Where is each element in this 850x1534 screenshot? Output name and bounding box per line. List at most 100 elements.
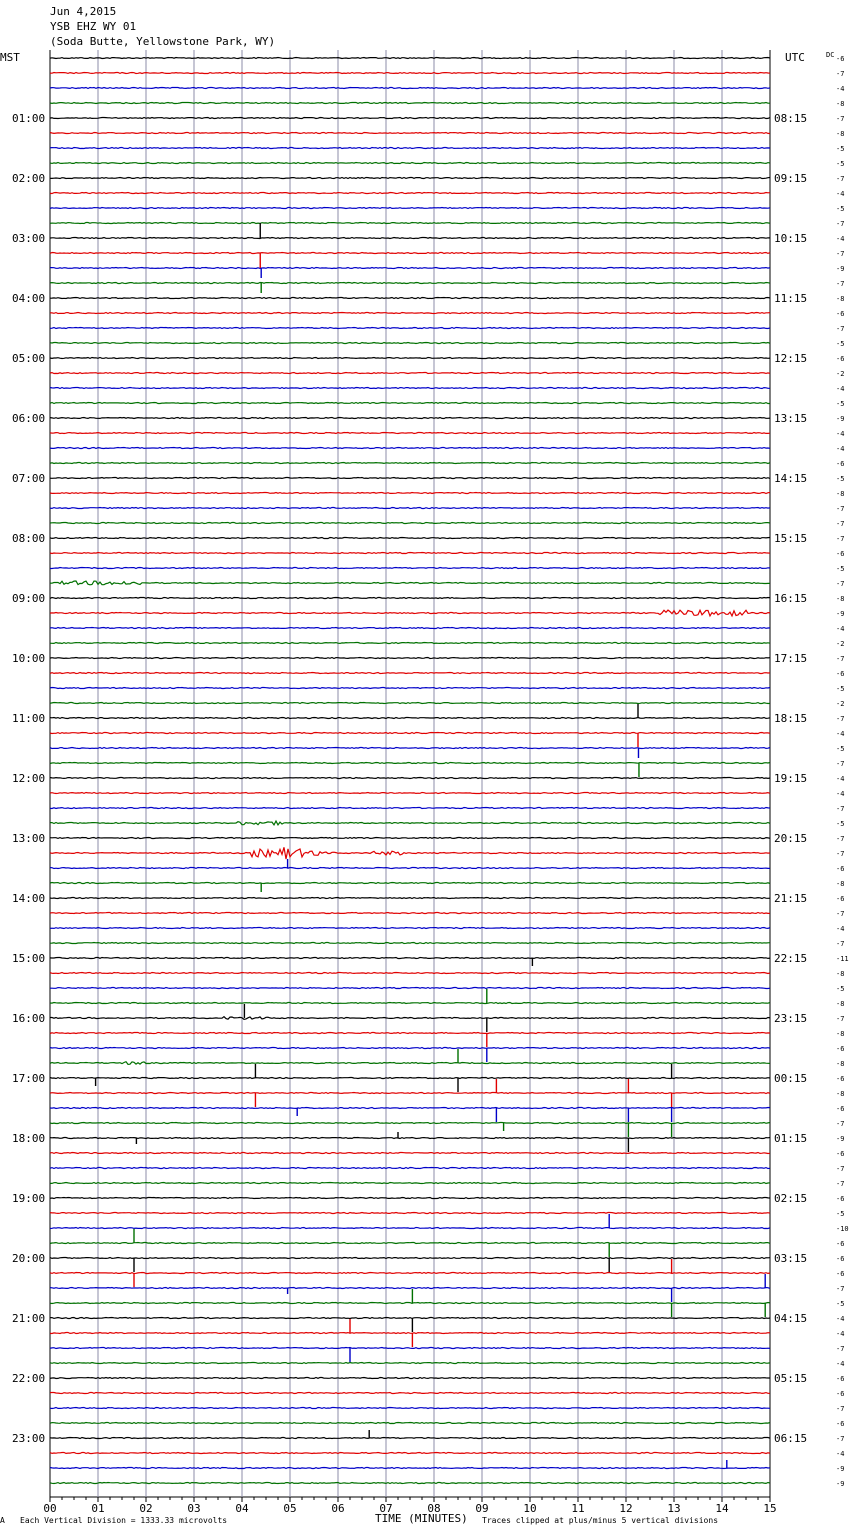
- trace-line: [49, 686, 771, 690]
- dc-offset-value: -8: [836, 970, 844, 978]
- trace-line: [49, 1151, 771, 1155]
- trace-line: [49, 791, 771, 795]
- dc-offset-value: -6: [836, 1240, 844, 1248]
- left-hour-label: 15:00: [12, 952, 45, 965]
- dc-offset-value: -7: [836, 220, 844, 228]
- dc-offset-value: -7: [836, 850, 844, 858]
- trace-line: [50, 266, 771, 270]
- left-hour-label: 05:00: [12, 352, 45, 365]
- trace-line: [49, 1166, 771, 1170]
- trace-line: [49, 161, 771, 165]
- dc-offset-value: -7: [836, 655, 844, 663]
- dc-offset-value: -4: [836, 730, 844, 738]
- dc-offset-value: -7: [836, 1120, 844, 1128]
- dc-offset-value: -7: [836, 910, 844, 918]
- dc-offset-value: -7: [836, 1180, 844, 1188]
- trace-line: [49, 1136, 771, 1140]
- station-code: YSB EHZ WY 01: [50, 20, 137, 33]
- trace-line: [49, 941, 771, 945]
- trace-line: [49, 71, 771, 75]
- trace-line: [49, 746, 771, 750]
- dc-offset-value: -7: [836, 1165, 844, 1173]
- trace-line: [50, 819, 771, 827]
- x-tick-label: 11: [571, 1502, 584, 1515]
- dc-offset-value: -4: [836, 445, 844, 453]
- scale-note: Each Vertical Division = 1333.33 microvo…: [20, 1516, 227, 1525]
- dc-offset-value: -6: [836, 1045, 844, 1053]
- trace-line: [49, 1046, 771, 1050]
- trace-line: [50, 986, 771, 990]
- dc-offset-value: -4: [836, 790, 844, 798]
- right-hour-label: 02:15: [774, 1192, 807, 1205]
- dc-offset-value: -9: [836, 1135, 844, 1143]
- trace-line: [49, 131, 771, 135]
- x-tick-label: 06: [331, 1502, 344, 1515]
- trace-line: [49, 1346, 771, 1350]
- dc-offset-value: -8: [836, 130, 844, 138]
- trace-line: [49, 341, 771, 345]
- trace-line: [49, 641, 771, 645]
- clip-note: Traces clipped at plus/minus 5 vertical …: [482, 1516, 718, 1525]
- left-hour-label: 07:00: [12, 472, 45, 485]
- dc-offset-value: -8: [836, 1090, 844, 1098]
- dc-offset-value: -7: [836, 175, 844, 183]
- dc-offset-value: -5: [836, 475, 844, 483]
- dc-offset-value: -9: [836, 265, 844, 273]
- trace-line: [49, 1421, 771, 1425]
- trace-line: [49, 1361, 771, 1365]
- dc-offset-value: -7: [836, 1435, 844, 1443]
- dc-offset-value: -7: [836, 1345, 844, 1353]
- right-hour-label: 05:15: [774, 1372, 807, 1385]
- trace-line: [50, 566, 771, 570]
- right-hour-label: 13:15: [774, 412, 807, 425]
- trace-line: [49, 251, 771, 255]
- trace-line: [49, 1256, 771, 1260]
- dc-offset-value: -6: [836, 1270, 844, 1278]
- trace-line: [49, 1106, 771, 1110]
- left-hour-label: 22:00: [12, 1372, 45, 1385]
- trace-line: [49, 1391, 771, 1395]
- right-hour-label: 18:15: [774, 712, 807, 725]
- right-timezone-label: UTC: [785, 51, 805, 64]
- trace-line: [49, 236, 771, 240]
- dc-offset-value: -11: [836, 955, 849, 963]
- dc-offset-value: -7: [836, 280, 844, 288]
- dc-offset-value: -5: [836, 1300, 844, 1308]
- right-hour-label: 23:15: [774, 1012, 807, 1025]
- dc-offset-value: -5: [836, 820, 844, 828]
- trace-line: [49, 446, 771, 450]
- x-tick-label: 12: [619, 1502, 632, 1515]
- dc-offset-value: -7: [836, 520, 844, 528]
- trace-line: [49, 608, 771, 618]
- right-hour-label: 12:15: [774, 352, 807, 365]
- dc-offset-value: -8: [836, 880, 844, 888]
- trace-line: [49, 371, 771, 375]
- trace-line: [49, 761, 771, 765]
- dc-offset-value: -10: [836, 1225, 849, 1233]
- x-tick-label: 07: [379, 1502, 392, 1515]
- left-hour-label: 21:00: [12, 1312, 45, 1325]
- trace-line: [49, 956, 771, 960]
- left-hour-label: 11:00: [12, 712, 45, 725]
- dc-offset-value: -5: [836, 985, 844, 993]
- dc-offset-value: -4: [836, 925, 844, 933]
- trace-line: [49, 416, 771, 420]
- dc-offset-value: -5: [836, 145, 844, 153]
- trace-line: [49, 1286, 771, 1290]
- dc-offset-value: -8: [836, 595, 844, 603]
- dc-offset-value: -4: [836, 1360, 844, 1368]
- x-tick-label: 13: [667, 1502, 680, 1515]
- dc-offset-value: -5: [836, 340, 844, 348]
- right-hour-label: 09:15: [774, 172, 807, 185]
- dc-offset-value: -7: [836, 760, 844, 768]
- trace-line: [49, 1481, 771, 1485]
- trace-line: [49, 176, 771, 180]
- x-tick-label: 01: [91, 1502, 104, 1515]
- dc-offset-value: -4: [836, 1450, 844, 1458]
- trace-line: [49, 206, 771, 210]
- trace-line: [49, 431, 771, 435]
- left-hour-label: 17:00: [12, 1072, 45, 1085]
- dc-offset-value: -7: [836, 1015, 844, 1023]
- x-tick-label: 08: [427, 1502, 440, 1515]
- right-hour-label: 15:15: [774, 532, 807, 545]
